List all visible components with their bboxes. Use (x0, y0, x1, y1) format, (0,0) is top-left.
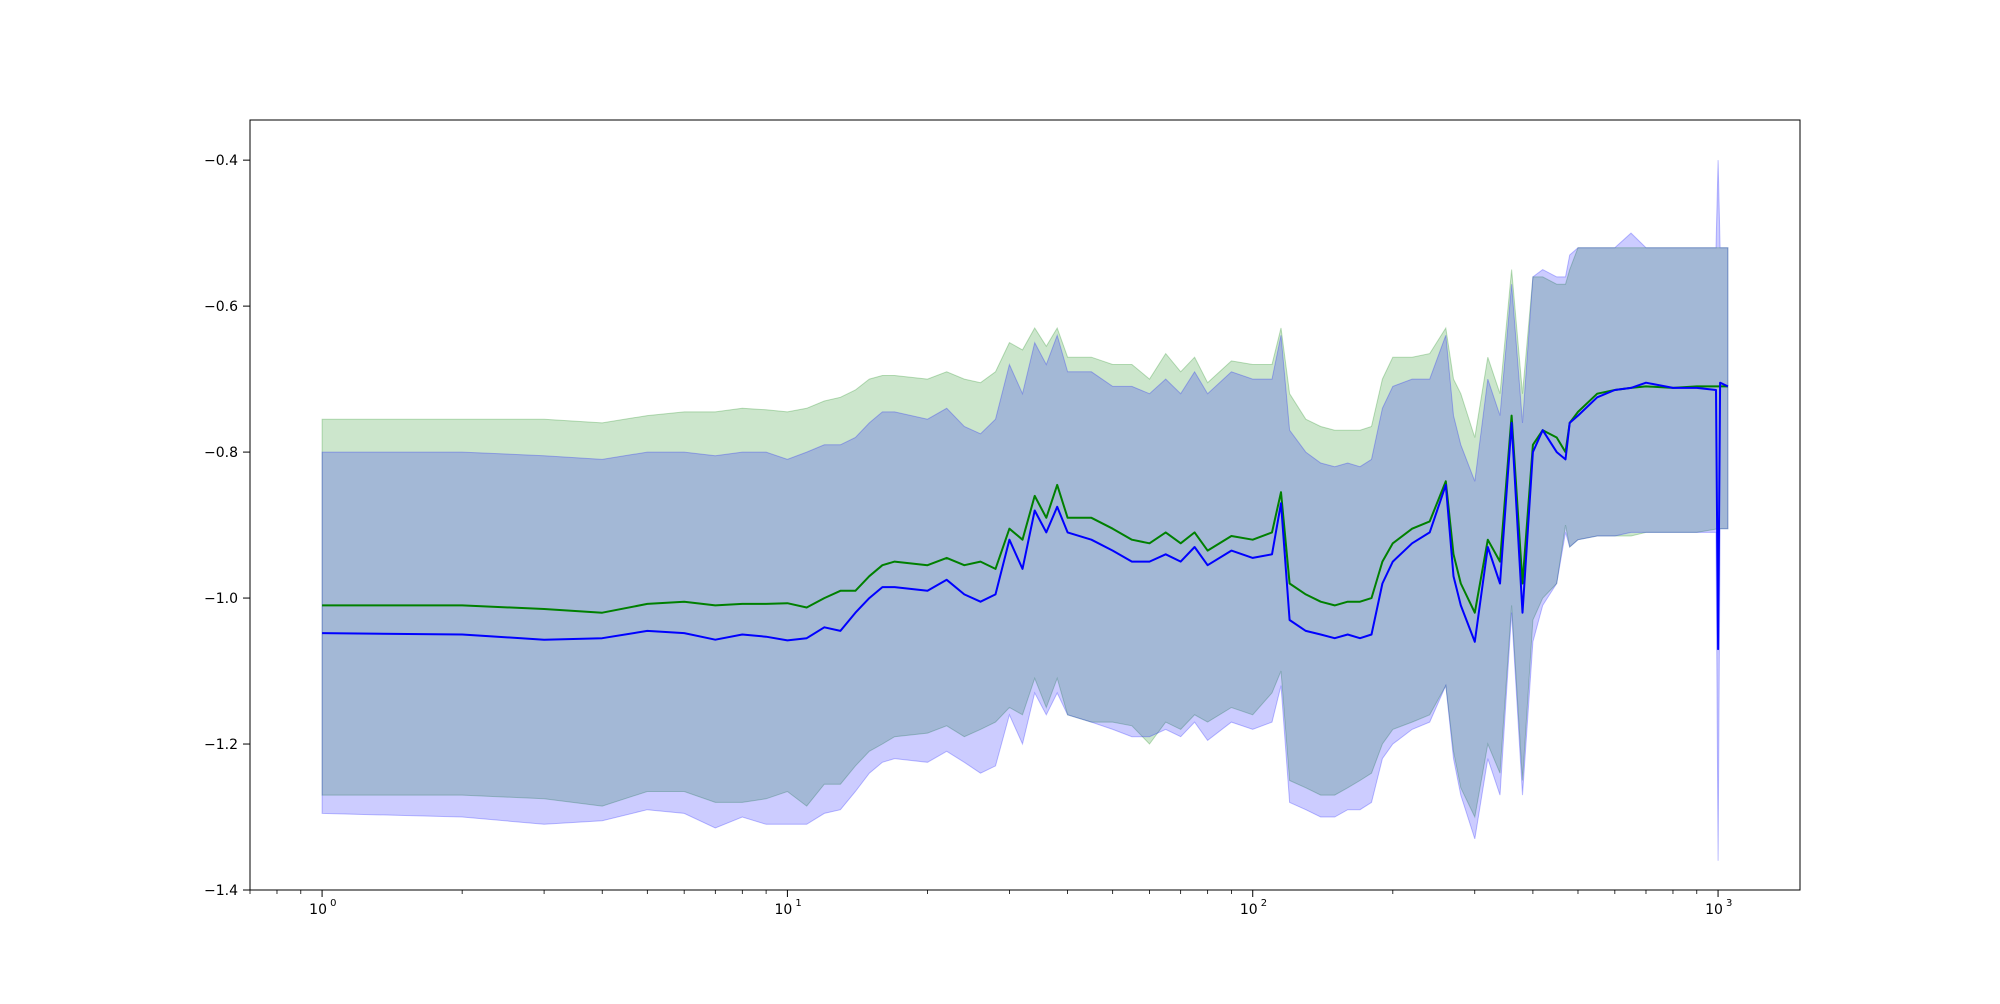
series-1-line (322, 381, 1729, 651)
y-axis: −0.4 −0.6 −0.8 −1.0 −1.2 −1.4 (204, 153, 250, 899)
x-tick-exponent: 2 (1261, 898, 1267, 909)
y-tick-label: −0.4 (204, 153, 238, 169)
y-tick-label: −0.8 (204, 445, 238, 461)
x-axis: 10 0 10 1 10 2 10 3 (249, 890, 1732, 918)
y-tick-label: −0.6 (204, 299, 238, 315)
x-tick-label: 10 (774, 902, 792, 918)
x-tick-exponent: 1 (795, 898, 801, 909)
x-tick-label: 10 (1705, 902, 1723, 918)
plot-area-frame (249, 119, 1801, 891)
x-tick-label: 10 (309, 902, 327, 918)
y-tick-label: −1.4 (204, 883, 238, 899)
series-lines (322, 381, 1729, 651)
y-tick-label: −1.0 (204, 591, 238, 607)
y-tick-label: −1.2 (204, 737, 238, 753)
x-tick-exponent: 0 (330, 898, 336, 909)
x-tick-label: 10 (1240, 902, 1258, 918)
x-tick-exponent: 3 (1726, 898, 1732, 909)
series-1-band (321, 160, 1729, 861)
